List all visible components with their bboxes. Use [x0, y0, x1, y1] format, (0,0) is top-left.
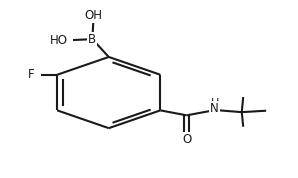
Text: N: N — [210, 102, 219, 115]
Text: HO: HO — [50, 33, 68, 47]
Text: H: H — [210, 98, 219, 108]
Text: OH: OH — [84, 9, 102, 22]
Text: B: B — [88, 33, 97, 46]
Text: F: F — [28, 68, 35, 81]
Text: O: O — [182, 132, 191, 146]
